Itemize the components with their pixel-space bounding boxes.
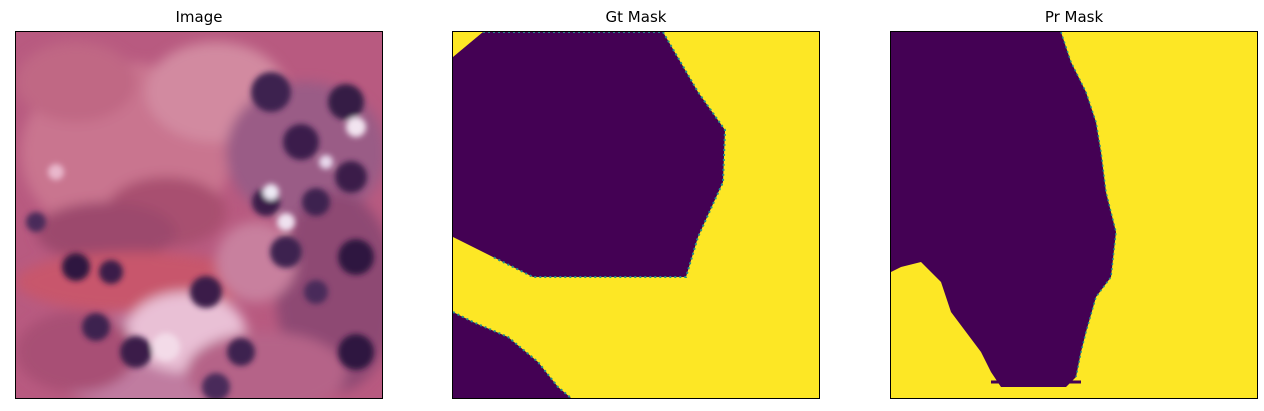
pr-mask-panel: Pr Mask xyxy=(890,0,1258,411)
gt-mask-frame xyxy=(452,31,820,399)
image-panel-title: Image xyxy=(175,8,223,26)
gt-mask xyxy=(453,32,819,398)
pr-mask-panel-title: Pr Mask xyxy=(1044,8,1104,26)
gt-mask-panel-title: Gt Mask xyxy=(605,8,667,26)
pr-mask-frame xyxy=(890,31,1258,399)
histology-image xyxy=(16,32,382,398)
histology-image-frame xyxy=(15,31,383,399)
image-panel: Image xyxy=(15,0,383,411)
pr-mask xyxy=(891,32,1257,398)
gt-mask-panel: Gt Mask xyxy=(452,0,820,411)
